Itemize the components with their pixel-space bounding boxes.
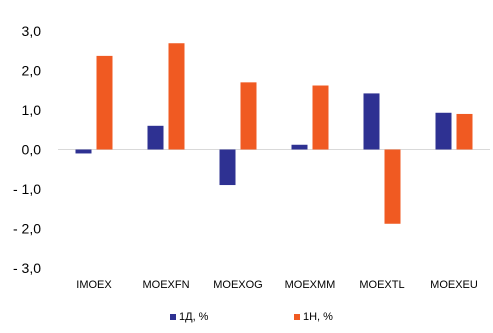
bar-moexmm-series-1 <box>291 144 308 150</box>
bar-imoex-series-2 <box>96 55 113 150</box>
bar-moextl-series-1 <box>363 93 380 150</box>
legend-label: 1Д, % <box>179 311 209 323</box>
bar-moexog-series-1 <box>219 149 236 186</box>
y-tick-label: - 2,0 <box>13 221 41 237</box>
bar-moexeu-series-1 <box>435 112 452 150</box>
y-tick-label: 1,0 <box>22 102 42 118</box>
legend-label: 1Н, % <box>303 311 333 323</box>
legend-item-series-2: 1Н, % <box>294 311 333 323</box>
bar-moexog-series-2 <box>240 82 257 150</box>
bar-moexfn-series-2 <box>168 43 185 150</box>
x-tick-label: MOEXTL <box>359 279 404 291</box>
x-tick-label: MOEXOG <box>213 279 263 291</box>
y-tick-label: 0,0 <box>22 142 42 158</box>
legend: 1Д, % 1Н, % <box>170 311 333 323</box>
bars <box>75 43 473 224</box>
x-axis-labels: IMOEX MOEXFN MOEXOG MOEXMM MOEXTL MOEXEU <box>76 279 478 291</box>
y-tick-label: - 1,0 <box>13 181 41 197</box>
bar-imoex-series-1 <box>75 149 92 154</box>
bar-moexfn-series-1 <box>147 125 164 150</box>
bar-moextl-series-2 <box>384 149 401 224</box>
y-axis: 3,0 2,0 1,0 0,0 - 1,0 - 2,0 - 3,0 <box>13 23 41 276</box>
bar-moexmm-series-2 <box>312 85 329 150</box>
x-tick-label: MOEXMM <box>285 279 336 291</box>
y-tick-label: 2,0 <box>22 63 42 79</box>
x-tick-label: IMOEX <box>76 279 112 291</box>
y-tick-label: - 3,0 <box>13 260 41 276</box>
x-tick-label: MOEXEU <box>430 279 478 291</box>
legend-item-series-1: 1Д, % <box>170 311 209 323</box>
y-tick-label: 3,0 <box>22 23 42 39</box>
legend-swatch <box>170 314 176 320</box>
legend-swatch <box>294 314 300 320</box>
x-tick-label: MOEXFN <box>142 279 189 291</box>
bar-moexeu-series-2 <box>456 113 473 150</box>
